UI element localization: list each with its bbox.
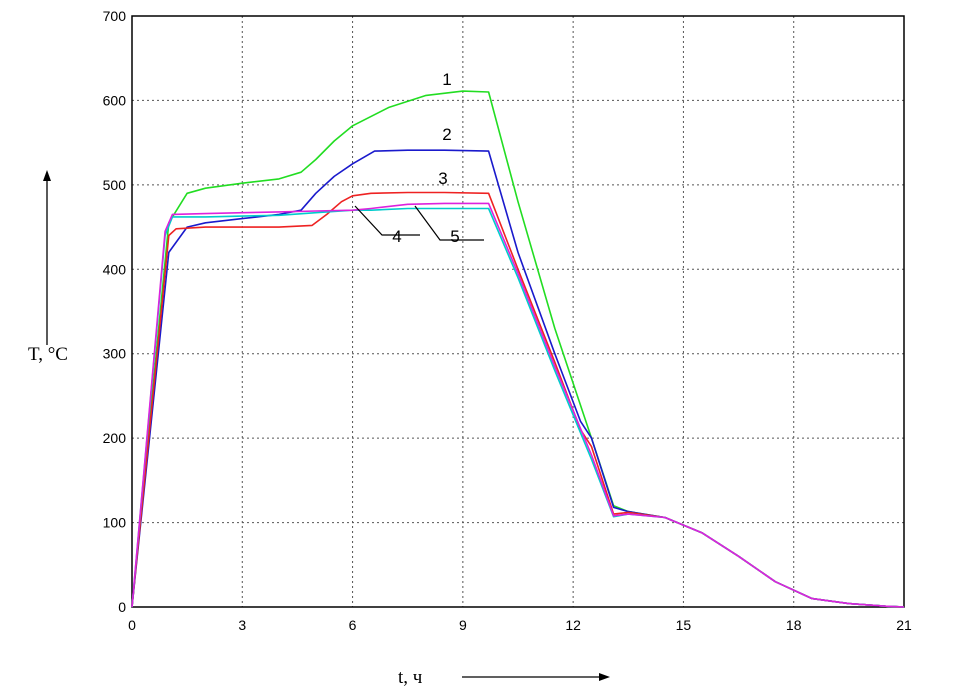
x-tick-label: 21 [896,617,912,633]
y-tick-label: 200 [103,430,127,446]
y-tick-label: 100 [103,515,127,531]
curve-leader-line-5 [414,205,484,241]
x-tick-label: 18 [786,617,802,633]
y-axis-label-group: T, °C [28,170,68,365]
plot-frame [131,15,905,608]
curve-label-5: 5 [450,227,459,246]
curve-label-3: 3 [438,169,447,188]
x-axis-label: t, ч [398,667,423,688]
x-tick-label: 15 [676,617,692,633]
series-line-1 [131,90,905,608]
y-axis-arrowhead [43,170,51,181]
curve-leader-line-4 [354,205,420,236]
grid-lines [132,16,904,607]
curve-label-1: 1 [442,70,451,89]
x-tick-label: 12 [565,617,581,633]
y-tick-label: 0 [118,599,126,615]
y-tick-label: 700 [103,8,127,24]
x-axis-arrowhead [599,673,610,681]
y-axis-label: T, °C [28,344,68,365]
x-tick-label: 9 [459,617,467,633]
y-tick-label: 300 [103,346,127,362]
y-tick-label: 500 [103,177,127,193]
series-line-2 [131,149,905,608]
y-tick-label: 400 [103,261,127,277]
x-tick-label: 6 [349,617,357,633]
y-tick-label: 600 [103,92,127,108]
series-lines [131,90,905,608]
curve-label-2: 2 [442,125,451,144]
series-line-5 [131,202,905,608]
x-tick-label: 3 [238,617,246,633]
x-axis-label-group: t, ч [398,667,610,688]
curve-labels: 1 2 3 4 5 [354,70,484,246]
x-tick-label: 0 [128,617,136,633]
curve-label-4: 4 [392,227,401,246]
